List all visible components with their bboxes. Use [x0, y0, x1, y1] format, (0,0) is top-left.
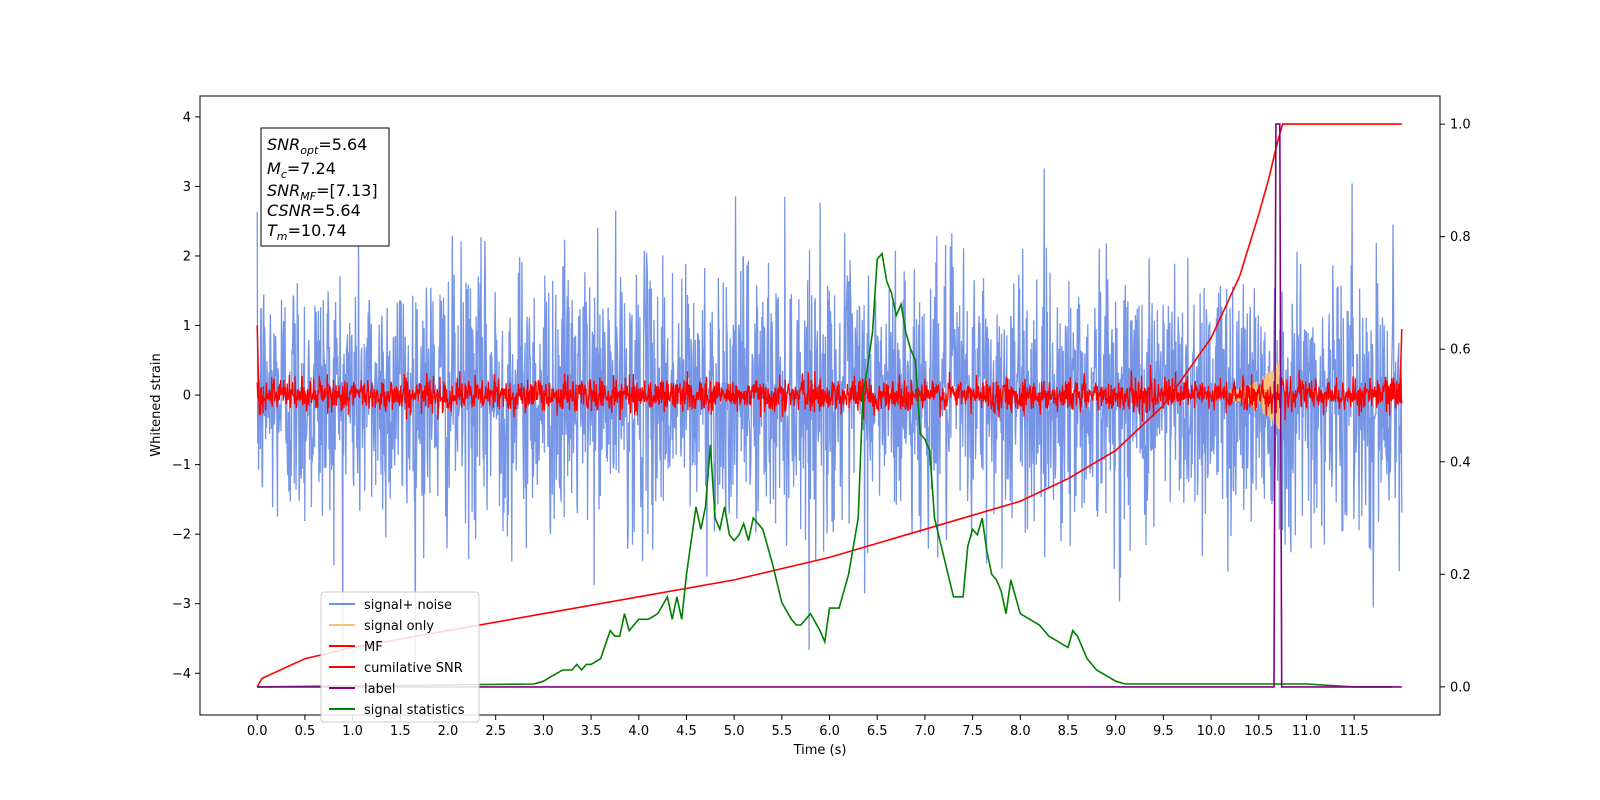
- x-tick-label: 3.5: [581, 724, 602, 739]
- series-mf: [256, 364, 1403, 422]
- x-tick-label: 5.0: [724, 724, 745, 739]
- y-tick-label: 0: [183, 389, 191, 404]
- x-tick-label: 10.5: [1244, 724, 1273, 739]
- y-tick-label: 4: [183, 110, 191, 125]
- stat-csnr-value: 5.64: [325, 201, 361, 220]
- x-tick-label: 11.0: [1292, 724, 1321, 739]
- stat-snr-mf-value: [7.13]: [329, 181, 377, 200]
- series-mf-end-spike: [1399, 328, 1403, 396]
- stat-snr-opt: SNRopt=5.64: [267, 135, 367, 157]
- y-tick-label: −1: [172, 458, 191, 473]
- y2-tick-label: 0.4: [1450, 455, 1471, 470]
- legend-label-cumulative-snr: cumilative SNR: [364, 661, 463, 676]
- stat-snr-opt-value: 5.64: [332, 135, 368, 154]
- legend: signal+ noise signal only MF cumilative …: [320, 591, 480, 723]
- x-tick-label: 2.5: [485, 724, 506, 739]
- y-tick-label: −3: [172, 597, 191, 612]
- x-tick-label: 0.0: [247, 724, 268, 739]
- series-label: [257, 123, 1402, 688]
- series-mf-start-spike: [256, 325, 260, 403]
- y-tick-label: −2: [172, 528, 191, 543]
- x-tick-label: 6.5: [867, 724, 888, 739]
- x-tick-label: 8.5: [1058, 724, 1079, 739]
- stat-mc-value: 7.24: [300, 159, 336, 178]
- legend-label-signal-noise: signal+ noise: [364, 598, 452, 613]
- plot-area: [256, 123, 1403, 688]
- y-tick-label: 2: [183, 249, 191, 264]
- legend-frame: [320, 591, 480, 723]
- y-tick-label: 1: [183, 319, 191, 334]
- x-tick-label: 1.5: [390, 724, 411, 739]
- x-tick-label: 3.0: [533, 724, 554, 739]
- y2-tick-label: 0.0: [1450, 680, 1471, 695]
- y2-tick-label: 0.6: [1450, 343, 1471, 358]
- x-tick-label: 10.0: [1197, 724, 1226, 739]
- legend-label-mf: MF: [364, 640, 383, 655]
- axis-ticks: 0.0 0.5 1.0 1.5 2.0 2.5 3.0 3.5 4.0 4.5 5.0 5.5 6.0 6…: [172, 110, 1471, 739]
- legend-label-signal-statistics: signal statistics: [364, 703, 465, 718]
- y-tick-label: −4: [172, 667, 191, 682]
- x-tick-label: 7.5: [962, 724, 983, 739]
- stat-csnr: CSNR=5.64: [267, 201, 361, 220]
- series-signal-noise: [256, 168, 1403, 663]
- x-tick-label: 8.0: [1010, 724, 1031, 739]
- x-tick-label: 1.0: [342, 724, 363, 739]
- x-tick-label: 7.0: [915, 724, 936, 739]
- x-tick-label: 4.5: [676, 724, 697, 739]
- stat-mc: Mc=7.24: [267, 159, 336, 181]
- x-tick-label: 4.0: [628, 724, 649, 739]
- y-tick-label: 3: [183, 180, 191, 195]
- axes-frame: [199, 95, 1441, 716]
- x-tick-label: 11.5: [1340, 724, 1369, 739]
- legend-label-label: label: [364, 682, 395, 697]
- stats-box: SNRopt=5.64 Mc=7.24 SNRMF=[7.13] CSNR=5.…: [260, 127, 390, 247]
- x-tick-label: 5.5: [772, 724, 793, 739]
- x-tick-label: 2.0: [438, 724, 459, 739]
- y2-tick-label: 0.8: [1450, 230, 1471, 245]
- x-axis-label: Time (s): [793, 743, 847, 758]
- x-tick-label: 0.5: [295, 724, 316, 739]
- y2-tick-label: 1.0: [1450, 118, 1471, 133]
- x-tick-label: 6.0: [819, 724, 840, 739]
- x-tick-label: 9.0: [1105, 724, 1126, 739]
- y2-tick-label: 0.2: [1450, 568, 1471, 583]
- series-signal-statistics: [257, 251, 1393, 688]
- stat-tm: Tm=10.74: [267, 221, 347, 243]
- x-tick-label: 9.5: [1153, 724, 1174, 739]
- stat-tm-value: 10.74: [301, 221, 347, 240]
- legend-label-signal-only: signal only: [364, 619, 434, 634]
- y-axis-label: Whitened strain: [149, 353, 164, 456]
- stat-snr-mf: SNRMF=[7.13]: [267, 181, 378, 203]
- stats-box-frame: [260, 127, 390, 247]
